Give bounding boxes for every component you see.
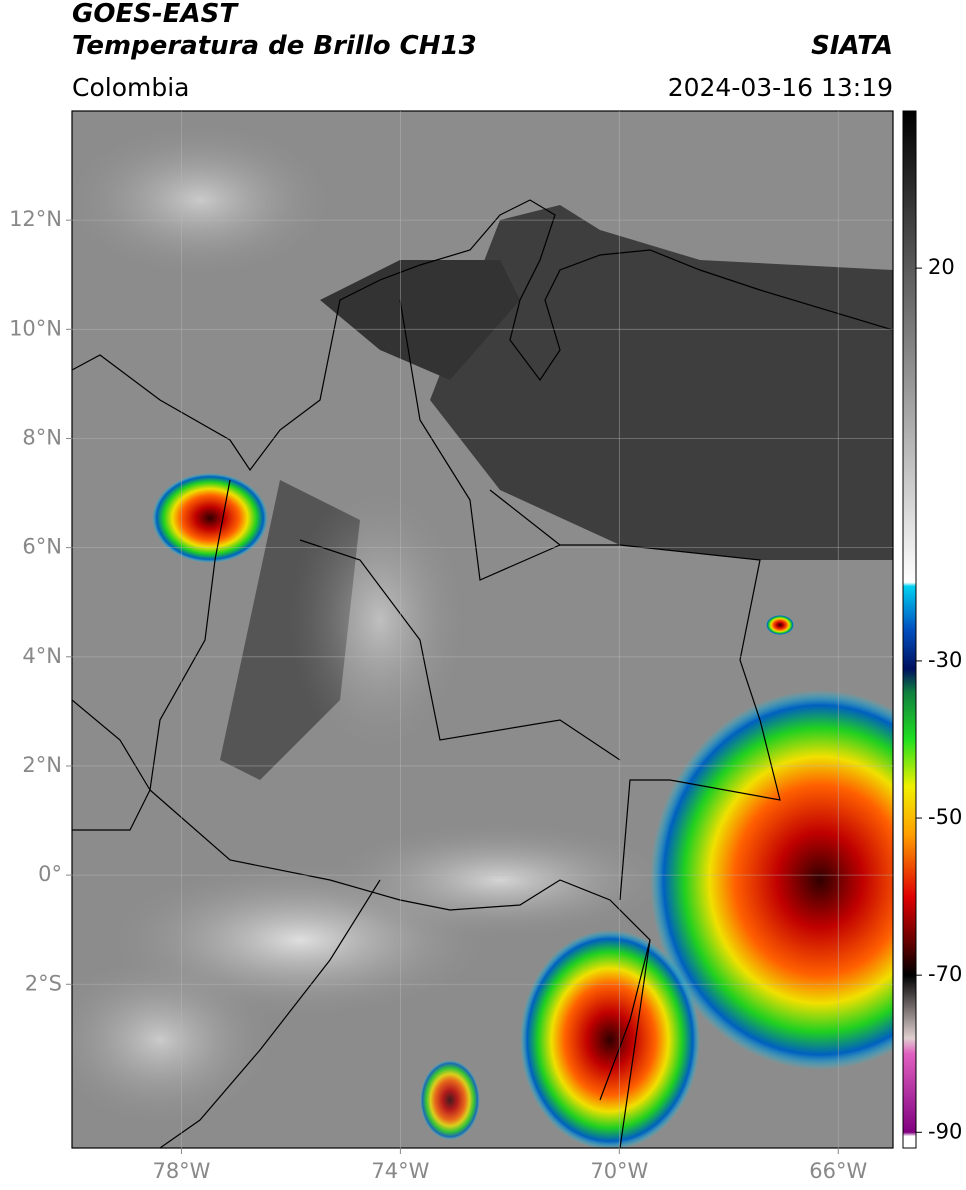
- y-tick-label: 12°N: [9, 207, 62, 231]
- colorbar-label: -70: [928, 962, 962, 986]
- colorbar-label: -90: [928, 1119, 962, 1143]
- y-tick-label: 4°N: [22, 644, 62, 668]
- x-tick-label: 66°W: [809, 1159, 867, 1183]
- y-tick-label: 10°N: [9, 316, 62, 340]
- colorbar-label: -50: [928, 805, 962, 829]
- subtitle: Temperatura de Brillo CH13: [72, 31, 477, 61]
- datetime: 2024-03-16 13:19: [668, 73, 893, 102]
- colorbar-label: 20: [928, 255, 955, 279]
- y-tick-label: 2°N: [22, 753, 62, 777]
- title: GOES-EAST: [72, 0, 239, 29]
- x-tick-label: 78°W: [152, 1159, 210, 1183]
- region: Colombia: [72, 73, 189, 102]
- y-tick-label: 8°N: [22, 425, 62, 449]
- imagery: [72, 111, 893, 1148]
- y-tick-label: 6°N: [22, 535, 62, 559]
- y-tick-label: 0°: [38, 862, 62, 886]
- colorbar-label: -30: [928, 648, 962, 672]
- x-tick-label: 74°W: [371, 1159, 429, 1183]
- x-tick-label: 70°W: [590, 1159, 648, 1183]
- colorbar: [902, 110, 917, 1149]
- map-frame: [71, 110, 894, 1149]
- y-tick-label: 2°S: [25, 971, 62, 995]
- source: SIATA: [811, 31, 893, 61]
